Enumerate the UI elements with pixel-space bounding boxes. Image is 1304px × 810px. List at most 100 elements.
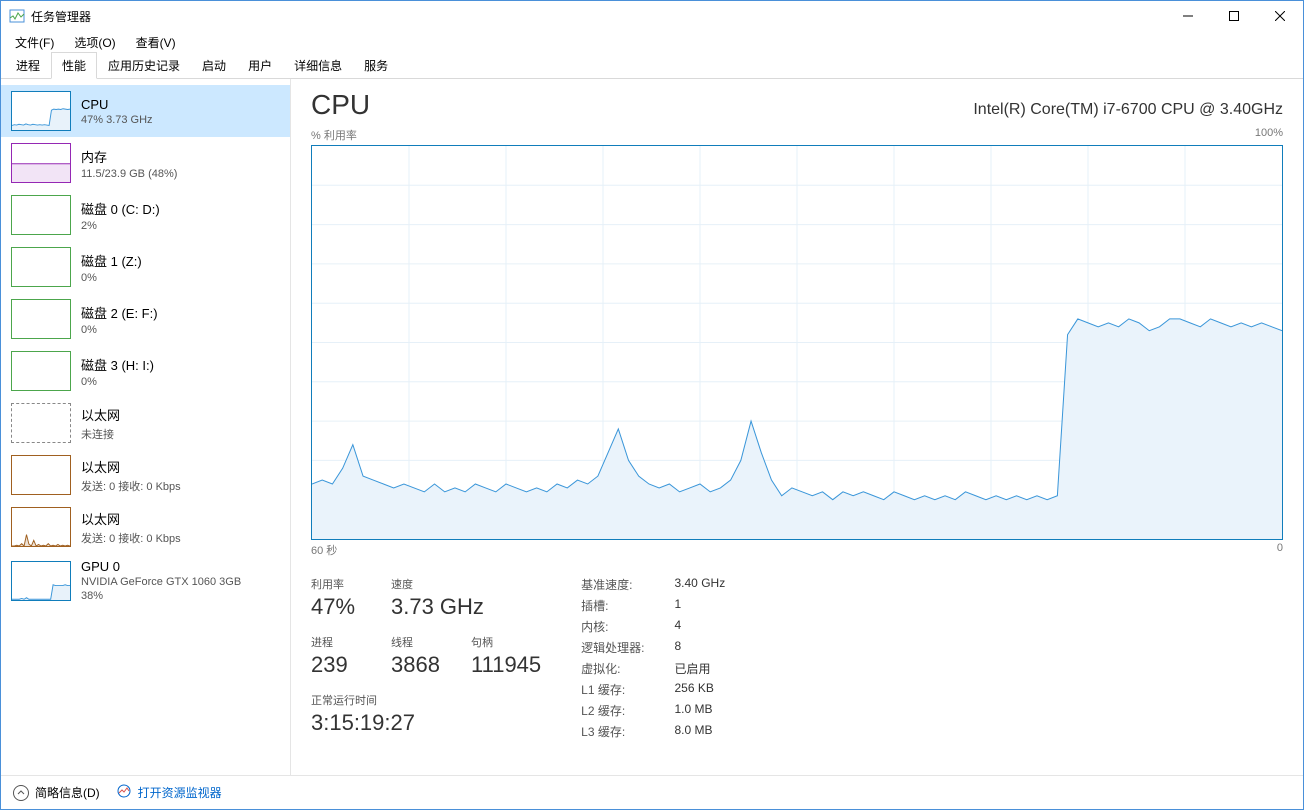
sidebar-item-sub: 发送: 0 接收: 0 Kbps [81, 478, 181, 494]
thumb-eth0 [11, 403, 71, 443]
chart-top-labels: % 利用率 100% [311, 127, 1283, 143]
thumb-eth1 [11, 455, 71, 495]
main-panel: CPU Intel(R) Core(TM) i7-6700 CPU @ 3.40… [291, 79, 1303, 775]
chevron-up-icon [13, 785, 29, 801]
tab-应用历史记录[interactable]: 应用历史记录 [97, 52, 191, 78]
sidebar-item-eth1[interactable]: 以太网发送: 0 接收: 0 Kbps [1, 449, 290, 501]
tab-详细信息[interactable]: 详细信息 [283, 52, 353, 78]
fewer-details-button[interactable]: 简略信息(D) [13, 784, 100, 801]
fewer-details-label: 简略信息(D) [35, 784, 100, 801]
spec-value: 4 [675, 618, 726, 635]
spec-key: 逻辑处理器: [581, 639, 644, 656]
spec-key: 虚拟化: [581, 660, 644, 677]
sidebar-item-sub: NVIDIA GeForce GTX 1060 3GB [81, 576, 241, 588]
stat-value: 47% [311, 594, 371, 620]
open-resource-monitor-label: 打开资源监视器 [138, 784, 222, 801]
stat-label: 利用率 [311, 576, 371, 592]
sidebar-item-title: 磁盘 0 (C: D:) [81, 199, 160, 218]
sidebar-item-sub: 未连接 [81, 426, 120, 442]
minimize-button[interactable] [1165, 1, 1211, 31]
tab-用户[interactable]: 用户 [237, 52, 283, 78]
cpu-chart[interactable] [311, 145, 1283, 540]
chart-label-bottomright: 0 [1277, 542, 1283, 558]
sidebar-item-cpu[interactable]: CPU47% 3.73 GHz [1, 85, 290, 137]
spec-value: 1.0 MB [675, 702, 726, 719]
uptime-block: 正常运行时间3:15:19:27 [311, 692, 541, 736]
stat-block: 线程 3868 [391, 634, 451, 678]
stats: 利用率 47% 速度3.73 GHz 进程239 线程 3868 句柄 111945 正常运行时… [311, 576, 1283, 740]
sidebar-item-gpu0[interactable]: GPU 0 NVIDIA GeForce GTX 1060 3GB 38% [1, 553, 290, 608]
stat-label: 句柄 [471, 634, 541, 650]
spec-value: 8.0 MB [675, 723, 726, 740]
menu-item[interactable]: 查看(V) [130, 32, 182, 53]
stat-value: 3868 [391, 652, 451, 678]
footer: 简略信息(D) 打开资源监视器 [1, 775, 1303, 809]
menu-item[interactable]: 文件(F) [9, 32, 60, 53]
sidebar-item-title: 以太网 [81, 509, 181, 528]
sidebar-item-title: 磁盘 3 (H: I:) [81, 355, 154, 374]
chart-label-topright: 100% [1255, 127, 1283, 143]
spec-key: 内核: [581, 618, 644, 635]
spec-key: L1 缓存: [581, 681, 644, 698]
stat-value: 111945 [471, 652, 541, 678]
sidebar-item-disk2[interactable]: 磁盘 2 (E: F:)0% [1, 293, 290, 345]
uptime-label: 正常运行时间 [311, 692, 541, 708]
stat-block: 速度3.73 GHz [391, 576, 484, 620]
sidebar-item-disk1[interactable]: 磁盘 1 (Z:) 0% [1, 241, 290, 293]
sidebar-item-eth0[interactable]: 以太网未连接 [1, 397, 290, 449]
sidebar-item-memory[interactable]: 内存11.5/23.9 GB (48%) [1, 137, 290, 189]
spec-value: 3.40 GHz [675, 576, 726, 593]
sidebar-item-sub: 发送: 0 接收: 0 Kbps [81, 530, 181, 546]
close-button[interactable] [1257, 1, 1303, 31]
stat-block: 利用率 47% [311, 576, 371, 620]
maximize-button[interactable] [1211, 1, 1257, 31]
stat-value: 239 [311, 652, 371, 678]
sidebar-item-sub: 0% [81, 272, 142, 284]
main-header: CPU Intel(R) Core(TM) i7-6700 CPU @ 3.40… [311, 89, 1283, 121]
chart-label-topleft: % 利用率 [311, 127, 357, 143]
tabbar: 进程性能应用历史记录启动用户详细信息服务 [1, 53, 1303, 79]
thumb-disk0 [11, 195, 71, 235]
sidebar-item-title: 磁盘 1 (Z:) [81, 251, 142, 270]
window-controls [1165, 1, 1303, 31]
tab-服务[interactable]: 服务 [353, 52, 399, 78]
spec-key: 基准速度: [581, 576, 644, 593]
tab-性能[interactable]: 性能 [51, 52, 97, 79]
chart-label-bottomleft: 60 秒 [311, 542, 337, 558]
sidebar-item-eth2[interactable]: 以太网发送: 0 接收: 0 Kbps [1, 501, 290, 553]
sidebar-item-sub: 0% [81, 324, 158, 336]
chart-bottom-labels: 60 秒 0 [311, 542, 1283, 558]
open-resource-monitor-button[interactable]: 打开资源监视器 [116, 783, 222, 802]
sidebar: CPU47% 3.73 GHz 内存11.5/23.9 GB (48%)磁盘 0… [1, 79, 291, 775]
stat-label: 线程 [391, 634, 451, 650]
thumb-disk2 [11, 299, 71, 339]
tab-进程[interactable]: 进程 [5, 52, 51, 78]
menubar: 文件(F) 选项(O) 查看(V) [1, 31, 1303, 53]
window-title: 任务管理器 [31, 8, 91, 25]
spec-key: 插槽: [581, 597, 644, 614]
spec-key: L2 缓存: [581, 702, 644, 719]
stat-block: 句柄 111945 [471, 634, 541, 678]
stat-block: 进程239 [311, 634, 371, 678]
thumb-disk3 [11, 351, 71, 391]
main-title: CPU [311, 89, 370, 121]
stats-left: 利用率 47% 速度3.73 GHz 进程239 线程 3868 句柄 111945 正常运行时… [311, 576, 541, 740]
spec-value: 8 [675, 639, 726, 656]
sidebar-item-title: GPU 0 [81, 559, 241, 574]
sidebar-item-sub: 47% 3.73 GHz [81, 114, 153, 126]
tab-启动[interactable]: 启动 [191, 52, 237, 78]
menu-item[interactable]: 选项(O) [68, 32, 121, 53]
thumb-cpu [11, 91, 71, 131]
cpu-model-name: Intel(R) Core(TM) i7-6700 CPU @ 3.40GHz [973, 101, 1283, 119]
sidebar-item-disk0[interactable]: 磁盘 0 (C: D:)2% [1, 189, 290, 241]
sidebar-item-sub2: 38% [81, 590, 241, 602]
spec-key: L3 缓存: [581, 723, 644, 740]
sidebar-item-disk3[interactable]: 磁盘 3 (H: I:) 0% [1, 345, 290, 397]
thumb-eth2 [11, 507, 71, 547]
stat-row: 利用率 47% 速度3.73 GHz [311, 576, 541, 620]
sidebar-item-sub: 0% [81, 376, 154, 388]
sidebar-item-title: 以太网 [81, 457, 181, 476]
spec-value: 已启用 [675, 660, 726, 677]
thumb-memory [11, 143, 71, 183]
spec-value: 256 KB [675, 681, 726, 698]
